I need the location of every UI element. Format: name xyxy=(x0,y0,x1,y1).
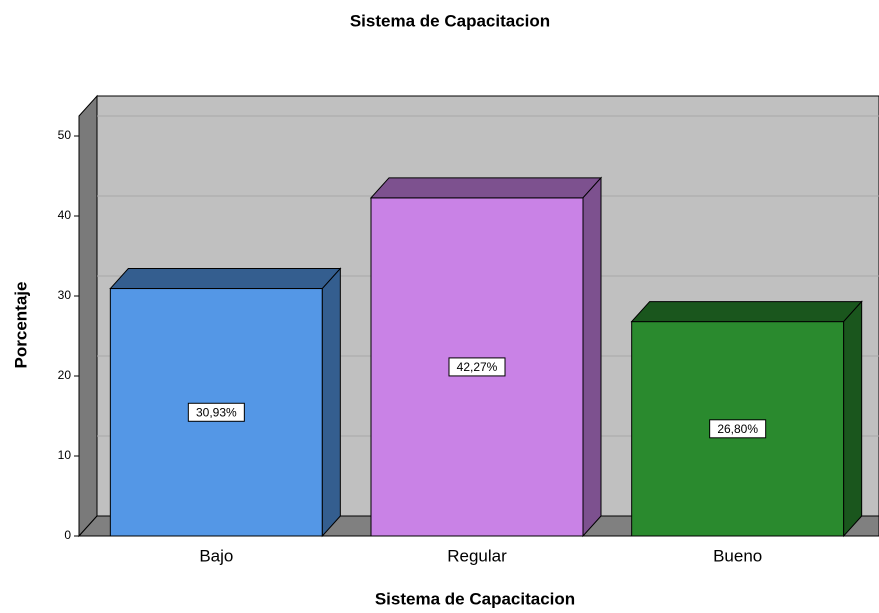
value-label: 42,27% xyxy=(457,360,498,374)
value-label-box xyxy=(187,402,245,422)
y-tick-label: 40 xyxy=(58,208,72,222)
value-label: 30,93% xyxy=(196,405,237,419)
y-tick-label: 30 xyxy=(58,288,72,302)
bar-top xyxy=(630,301,863,323)
value-label-box xyxy=(448,357,506,377)
y-tick-label: 10 xyxy=(58,448,72,462)
y-tick-label: 20 xyxy=(58,368,72,382)
value-label: 26,80% xyxy=(717,422,758,436)
y-tick-label: 50 xyxy=(58,128,72,142)
y-tick-label: 0 xyxy=(64,528,71,542)
left-wall xyxy=(78,94,98,538)
value-label-box xyxy=(709,419,767,439)
x-axis-label: Sistema de Capacitacion xyxy=(375,589,575,608)
bar-top xyxy=(369,177,603,199)
x-tick-label: Bajo xyxy=(199,546,233,565)
bar-top xyxy=(109,268,342,290)
x-tick-label: Regular xyxy=(447,546,507,565)
y-axis-label: Porcentaje xyxy=(11,282,30,369)
chart-title: Sistema de Capacitacion xyxy=(350,11,550,30)
bar-side xyxy=(843,300,863,538)
bar-side xyxy=(321,267,341,538)
bar-side xyxy=(582,176,602,538)
x-tick-label: Bueno xyxy=(713,546,762,565)
